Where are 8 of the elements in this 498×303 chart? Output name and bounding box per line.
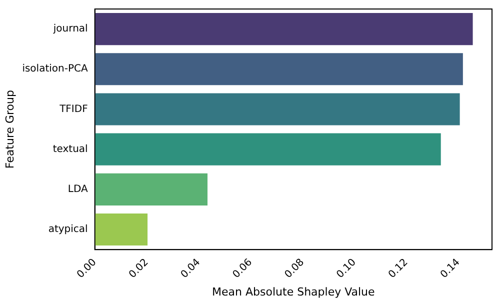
y-tick-label: isolation-PCA [22, 64, 88, 75]
y-tick-label: atypical [48, 224, 88, 236]
y-tick-label: TFIDF [58, 104, 88, 115]
y-tick-label: textual [52, 144, 88, 155]
y-axis-title: Feature Group [3, 90, 16, 169]
x-axis-title: Mean Absolute Shapley Value [212, 285, 376, 298]
y-tick-label: LDA [68, 184, 88, 196]
y-tick-label: journal [52, 24, 88, 35]
